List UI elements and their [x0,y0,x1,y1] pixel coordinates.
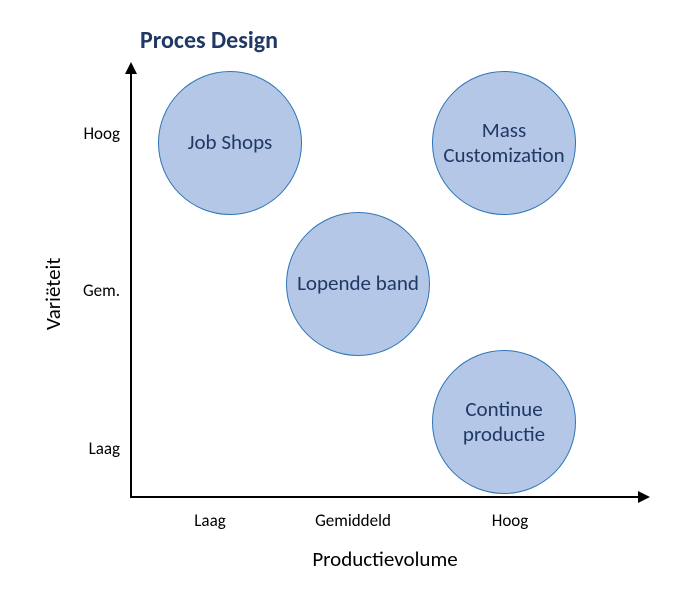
x-axis-line [130,496,640,498]
proces-design-diagram: { "diagram": { "type": "bubble-quadrant"… [0,0,673,614]
bubble-lopende-band: Lopende band [286,212,430,356]
bubble-label: Lopende band [297,271,419,296]
bubble-continue-productie: Continue productie [432,350,576,494]
x-tick-hoog: Hoog [450,510,570,531]
x-axis-title: Productievolume [285,546,485,572]
bubble-label: Continue productie [439,397,569,447]
bubble-mass-customization: Mass Customization [432,71,576,215]
y-tick-laag: Laag [89,438,120,459]
bubble-label: Mass Customization [439,118,569,168]
bubble-label: Job Shops [188,130,272,155]
x-tick-gemiddeld: Gemiddeld [293,510,413,531]
bubble-job-shops: Job Shops [158,71,302,215]
x-axis-arrow [638,491,650,503]
y-axis-title: Variëteit [40,258,66,330]
y-axis-arrow [125,62,137,74]
y-tick-gem: Gem. [83,280,120,301]
diagram-title: Proces Design [140,26,278,55]
y-tick-hoog: Hoog [83,123,120,144]
x-tick-laag: Laag [150,510,270,531]
y-axis-line [130,64,132,496]
